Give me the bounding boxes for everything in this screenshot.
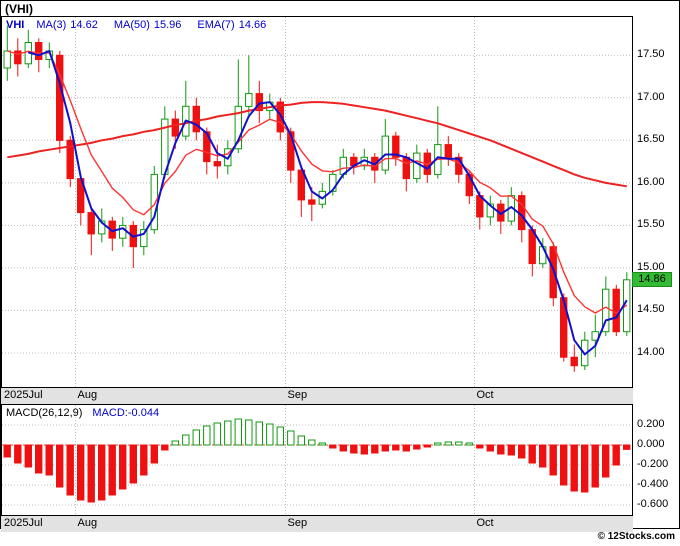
month-label: 2025Jul [4,389,43,401]
macd-params-label: MACD(26,12,9) [6,407,83,419]
xaxis-strip-macd: 2025Jul Aug Sep Oct [1,516,633,532]
legend-value: 14.62 [70,19,98,31]
macd-legend: MACD(26,12,9) MACD:-0.044 [6,407,159,419]
macd-tick-label: -0.600 [637,498,669,510]
macd-tick-label: 0.000 [637,438,665,450]
macd-tick-label: -0.200 [637,458,669,470]
price-tick-label: 17.00 [637,90,665,103]
price-tick-label: 14.50 [637,303,665,316]
month-label: Aug [77,517,98,529]
legend-label: MA(3) [36,19,67,31]
price-tick-label: 16.00 [637,175,665,188]
legend-item-ma50: MA(50) 15.96 [114,19,186,31]
price-tick-label: 16.50 [637,133,665,146]
legend-value: 14.66 [238,19,267,31]
last-price-badge: 14.86 [632,272,672,288]
xaxis-strip-main: 2025Jul Aug Sep Oct [1,388,633,404]
legend-item-ma3: MA(3) 14.62 [36,19,101,31]
month-label: Sep [287,389,308,401]
legend-item-ema7: EMA(7) 14.66 [197,19,270,31]
chart-frame: (VHI) VHI MA(3) 14.62 MA(50) 15.96 EMA(7) 1… [0,0,680,532]
macd-panel: MACD(26,12,9) MACD:-0.044 [1,404,633,516]
month-label: 2025Jul [4,517,43,529]
legend-label: EMA(7) [197,19,235,31]
macd-tick-label: -0.400 [637,478,669,490]
month-label: Oct [476,389,494,401]
macd-tick-label: 0.200 [637,418,665,430]
chart-legend: VHI MA(3) 14.62 MA(50) 15.96 EMA(7) 14.66 [6,19,270,31]
price-tick-label: 14.00 [637,345,665,358]
price-chart-panel: VHI MA(3) 14.62 MA(50) 15.96 EMA(7) 14.66 [1,16,633,388]
macd-chart-svg [2,405,632,515]
macd-value-label: MACD:-0.044 [92,407,160,419]
legend-value: 15.96 [153,19,182,31]
price-tick-label: 15.50 [637,218,665,231]
month-label: Aug [77,389,98,401]
month-label: Sep [287,517,308,529]
price-tick-label: 15.00 [637,260,665,273]
symbol-label: VHI [6,19,25,31]
watermark-link[interactable]: © 12Stocks.com [597,531,675,542]
page-title: (VHI) [5,2,33,16]
month-label: Oct [476,517,494,529]
legend-label: MA(50) [113,19,150,31]
price-chart-svg [2,17,632,387]
price-tick-label: 17.50 [637,48,665,61]
